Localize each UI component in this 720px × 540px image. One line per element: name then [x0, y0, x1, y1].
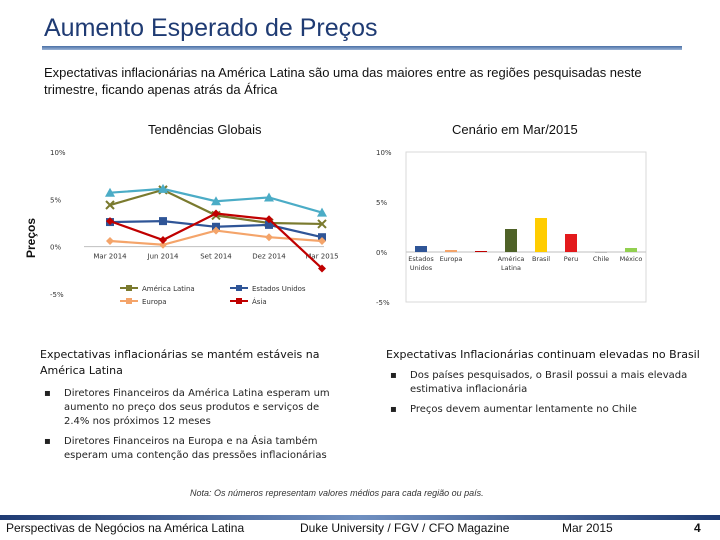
data-point [106, 217, 114, 226]
y-tick-label: -5% [376, 299, 390, 307]
data-point [265, 220, 273, 229]
bar-chart-title: Cenário em Mar/2015 [452, 122, 578, 137]
bar [565, 234, 577, 252]
data-point [105, 187, 115, 197]
right-section: Expectativas Inflacionárias continuam el… [386, 347, 706, 423]
footer-center-text: Duke University / FGV / CFO Magazine [300, 521, 510, 535]
legend-marker [126, 285, 132, 291]
y-axis-side-label: Preços [24, 217, 38, 258]
left-section: Expectativas inflacionárias se mantém es… [40, 347, 340, 469]
data-point [265, 215, 273, 224]
page-subtitle: Expectativas inflacionárias na América L… [44, 65, 642, 97]
x-tick-label: Mar 2014 [93, 253, 127, 261]
data-point [212, 226, 220, 235]
data-point-stroke [317, 219, 327, 229]
legend-marker [126, 298, 132, 304]
data-point [318, 236, 326, 245]
x-tick-label: Peru [564, 255, 578, 263]
x-tick-label: Estados [408, 255, 434, 263]
x-tick-label: Europa [440, 255, 463, 263]
legend-marker [236, 285, 242, 291]
left-section-heading: Expectativas inflacionárias se mantém es… [40, 348, 320, 377]
data-point [106, 236, 114, 245]
y-tick-label: 0% [50, 244, 61, 252]
x-tick-label: México [620, 255, 643, 263]
data-point [317, 207, 327, 217]
legend-label: América Latina [142, 285, 195, 293]
data-point [212, 209, 220, 218]
left-bullet: Diretores Financeiros da América Latina … [40, 387, 340, 429]
bar [415, 246, 427, 252]
y-tick-label: 0% [376, 249, 387, 257]
right-section-heading: Expectativas Inflacionárias continuam el… [386, 348, 700, 361]
x-tick-label: Set 2014 [200, 253, 232, 261]
data-point [264, 192, 274, 202]
bar [535, 218, 547, 252]
line-chart-title: Tendências Globais [148, 122, 262, 137]
right-bullet: Dos países pesquisados, o Brasil possui … [386, 369, 706, 397]
data-point [159, 240, 167, 249]
line-chart: 10% 5% 0% -5% Mar 2014 Jun 2014 Set 2014 Dez 20… [40, 138, 370, 328]
y-tick-label: 5% [376, 199, 387, 207]
x-tick-label: Brasil [532, 255, 550, 263]
bar [445, 250, 457, 252]
data-point [105, 200, 115, 210]
x-tick-label: Jun 2014 [147, 253, 180, 261]
footnote: Nota: Os números representam valores méd… [190, 488, 484, 498]
data-point [159, 236, 167, 245]
title-underline [42, 46, 682, 50]
data-point [211, 196, 221, 206]
legend-label: Europa [142, 298, 167, 306]
legend-label: Ásia [252, 297, 267, 306]
data-point-stroke [105, 200, 115, 210]
legend-marker [236, 298, 242, 304]
y-tick-label: 5% [50, 196, 61, 204]
legend-label: Estados Unidos [252, 285, 306, 293]
x-tick-label: Mar 2015 [305, 253, 338, 261]
x-tick-label: Latina [501, 264, 521, 272]
x-tick-label: América [498, 255, 525, 263]
y-tick-label: 10% [50, 149, 66, 157]
plot-frame [405, 151, 647, 303]
x-tick-label: Unidos [410, 264, 433, 272]
x-tick-label: Dez 2014 [252, 253, 286, 261]
bar [595, 252, 607, 253]
bar [475, 251, 487, 252]
data-point [317, 219, 327, 229]
x-tick-label: Chile [593, 255, 609, 263]
y-tick-label: -5% [50, 291, 64, 299]
left-bullet: Diretores Financeiros na Europa e na Ási… [40, 435, 340, 463]
right-bullet: Preços devem aumentar lentamente no Chil… [386, 403, 706, 417]
y-tick-label: 10% [376, 149, 392, 157]
page-number: 4 [694, 521, 701, 535]
footer-date: Mar 2015 [562, 521, 613, 535]
footer-left-text: Perspectivas de Negócios na América Lati… [6, 521, 245, 535]
page-title: Aumento Esperado de Preços [44, 14, 378, 42]
bar [625, 248, 637, 252]
data-point [265, 233, 273, 242]
footer-rule [0, 515, 720, 520]
data-point [318, 264, 326, 273]
bar [505, 229, 517, 252]
data-point [159, 217, 167, 226]
data-point [158, 183, 168, 193]
